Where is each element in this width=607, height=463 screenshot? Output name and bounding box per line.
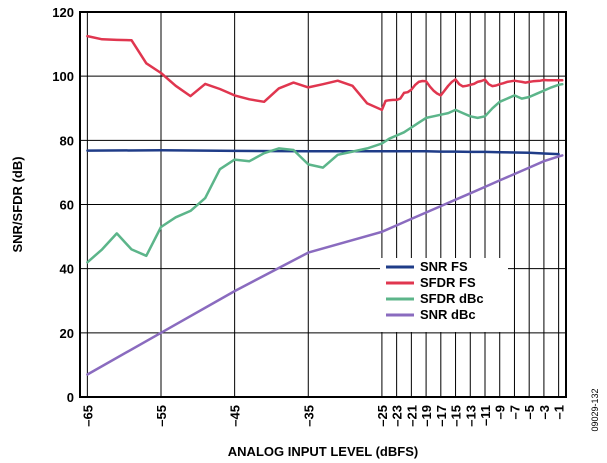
x-tick-label: –25 (375, 405, 390, 427)
x-tick-label: –13 (463, 405, 478, 427)
x-tick-label: –1 (552, 405, 567, 419)
y-tick-label: 40 (60, 262, 74, 277)
legend-background (380, 258, 508, 332)
x-tick-label: –3 (537, 405, 552, 419)
series-line-sfdr-fs (86, 34, 564, 112)
plot-frame (79, 11, 567, 398)
y-tick-label: 0 (67, 390, 74, 405)
y-tick-label: 80 (60, 133, 74, 148)
x-tick-label: –35 (301, 405, 316, 427)
series-lines (86, 34, 564, 376)
y-axis-title: SNR/SFDR (dB) (10, 156, 25, 252)
y-tick-label: 120 (52, 5, 74, 20)
y-tick-label: 60 (60, 198, 74, 213)
x-tick-labels: –65 –55 –45 –35 –25 –23 –21 –19 –17 –15 –13 –11 –9 –7… (80, 405, 566, 427)
x-tick-label: –7 (507, 405, 522, 419)
x-tick-label: –19 (419, 405, 434, 427)
y-tick-labels: 0 20 40 60 80 100 120 (52, 5, 74, 405)
grid (80, 12, 566, 397)
legend-label: SNR FS (420, 259, 468, 274)
x-tick-label: –5 (522, 405, 537, 419)
legend-label: SFDR FS (420, 275, 476, 290)
x-tick-label: –11 (478, 405, 493, 426)
x-tick-label: –17 (434, 405, 449, 427)
x-tick-label: –21 (404, 405, 419, 427)
figure-id-label: 09029-132 (590, 388, 600, 431)
series-line-snr-fs (86, 149, 560, 156)
x-tick-label: –9 (493, 405, 508, 419)
x-tick-label: –23 (390, 405, 405, 427)
y-tick-label: 100 (52, 69, 74, 84)
series-line-snr-dbc (86, 154, 564, 376)
legend-label: SFDR dBc (420, 291, 484, 306)
x-tick-label: –65 (80, 405, 95, 427)
x-tick-label: –55 (154, 405, 169, 427)
x-tick-label: –15 (449, 405, 464, 427)
series-line-sfdr-dbc (86, 82, 564, 264)
x-axis-title: ANALOG INPUT LEVEL (dBFS) (228, 444, 418, 459)
y-tick-label: 20 (60, 326, 74, 341)
legend-label: SNR dBc (420, 307, 476, 322)
x-tick-label: –45 (228, 405, 243, 427)
